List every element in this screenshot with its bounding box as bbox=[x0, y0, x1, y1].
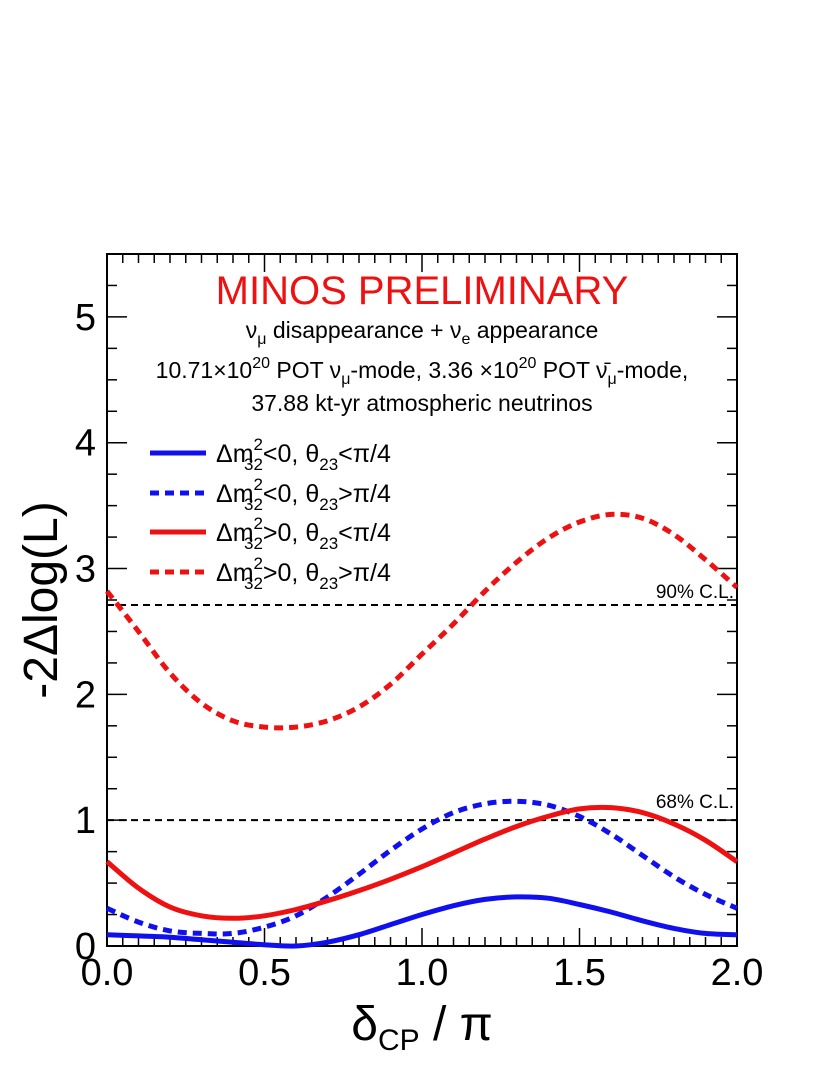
legend-label-part: Δm bbox=[216, 480, 254, 508]
subtitle-line: νμ disappearance + νe appearance bbox=[246, 317, 599, 348]
legend-label-part: >0, θ bbox=[263, 559, 319, 587]
legend-label-part: 2 bbox=[254, 435, 263, 454]
axis-ticks bbox=[106, 253, 738, 947]
y-tick-label: 0 bbox=[75, 926, 96, 968]
subtitle-part: μ bbox=[608, 371, 617, 388]
y-tick-label: 2 bbox=[75, 674, 96, 716]
legend-label-part: 23 bbox=[319, 534, 338, 553]
legend-label-part: 32 bbox=[244, 534, 263, 553]
legend-label-part: 2 bbox=[254, 554, 263, 573]
x-tick-label: 1.5 bbox=[553, 952, 606, 994]
legend-label-part: Δm bbox=[216, 519, 254, 547]
subtitle-part: POT ν̄ bbox=[536, 357, 611, 383]
subtitle-part: -mode, 3.36 ×10 bbox=[350, 357, 518, 383]
subtitle-part: 37.88 kt-yr atmospheric neutrinos bbox=[251, 390, 592, 416]
subtitle-part: disappearance + ν bbox=[266, 317, 461, 343]
subtitle-part: appearance bbox=[470, 317, 598, 343]
legend-label: Δm2 32<0, θ23<π/4 bbox=[216, 435, 391, 474]
y-tick-label: 1 bbox=[75, 800, 96, 842]
legend-label-part: 32 bbox=[244, 574, 263, 593]
subtitle-part: -mode, bbox=[617, 357, 689, 383]
legend-label-part: <π/4 bbox=[338, 519, 391, 547]
subtitle-part: e bbox=[461, 331, 470, 348]
series-line-3 bbox=[105, 511, 739, 731]
x-axis-label-rest: / π bbox=[420, 998, 493, 1051]
series-line-0 bbox=[106, 894, 738, 949]
subtitle-part: 20 bbox=[519, 355, 537, 372]
series-line-2 bbox=[105, 804, 739, 921]
legend-label-part: 23 bbox=[319, 495, 338, 514]
legend-label-part: 32 bbox=[244, 455, 263, 474]
legend-label-part: 23 bbox=[319, 574, 338, 593]
x-tick-label: 1.0 bbox=[396, 952, 449, 994]
x-tick-label: 0.0 bbox=[81, 952, 134, 994]
chart-title: MINOS PRELIMINARY bbox=[216, 269, 629, 313]
legend-label-part: Δm bbox=[216, 559, 254, 587]
legend-label-part: Δm bbox=[216, 440, 254, 468]
y-axis-label: -2Δlog(L) bbox=[15, 501, 68, 698]
legend-label-part: >π/4 bbox=[338, 480, 391, 508]
legend-label-part: <0, θ bbox=[263, 440, 319, 468]
legend-label-part: <0, θ bbox=[263, 480, 319, 508]
subtitle-line: 10.71×1020 POT νμ-mode, 3.36 ×1020 POT ν… bbox=[156, 355, 689, 388]
subtitle-part: μ bbox=[257, 331, 266, 348]
series-line-1 bbox=[105, 798, 739, 937]
x-axis-label: δCP / π bbox=[351, 998, 493, 1057]
x-axis-label-main: δ bbox=[351, 998, 378, 1051]
legend-label-part: 32 bbox=[244, 495, 263, 514]
y-tick-label: 3 bbox=[75, 549, 96, 591]
reference-lines bbox=[107, 604, 737, 822]
legend-label-part: <π/4 bbox=[338, 440, 391, 468]
legend-label: Δm2 32>0, θ23>π/4 bbox=[216, 554, 391, 593]
subtitle-part: POT ν bbox=[270, 357, 341, 383]
subtitle-part: 10.71×10 bbox=[156, 357, 253, 383]
x-tick-label: 2.0 bbox=[711, 952, 764, 994]
cl90-label: 90% C.L. bbox=[656, 582, 734, 603]
subtitle-part: μ bbox=[341, 371, 350, 388]
legend-label: Δm2 32>0, θ23<π/4 bbox=[216, 514, 391, 553]
subtitle: νμ disappearance + νe appearance10.71×10… bbox=[156, 317, 689, 416]
legend-label-part: 2 bbox=[254, 514, 263, 533]
x-axis-label-sub: CP bbox=[378, 1024, 420, 1057]
subtitle-part: 20 bbox=[252, 355, 270, 372]
subtitle-line: 37.88 kt-yr atmospheric neutrinos bbox=[251, 390, 592, 416]
subtitle-part: ν bbox=[246, 317, 258, 343]
series-lines bbox=[105, 511, 739, 949]
legend-label-part: 23 bbox=[319, 455, 338, 474]
legend-label: Δm2 32<0, θ23>π/4 bbox=[216, 475, 391, 514]
legend-label-part: 2 bbox=[254, 475, 263, 494]
cl68-label: 68% C.L. bbox=[656, 792, 734, 813]
y-tick-label: 4 bbox=[75, 423, 96, 465]
y-tick-label: 5 bbox=[75, 297, 96, 339]
x-tick-label: 0.5 bbox=[238, 952, 291, 994]
legend-label-part: >π/4 bbox=[338, 559, 391, 587]
legend-label-part: >0, θ bbox=[263, 519, 319, 547]
